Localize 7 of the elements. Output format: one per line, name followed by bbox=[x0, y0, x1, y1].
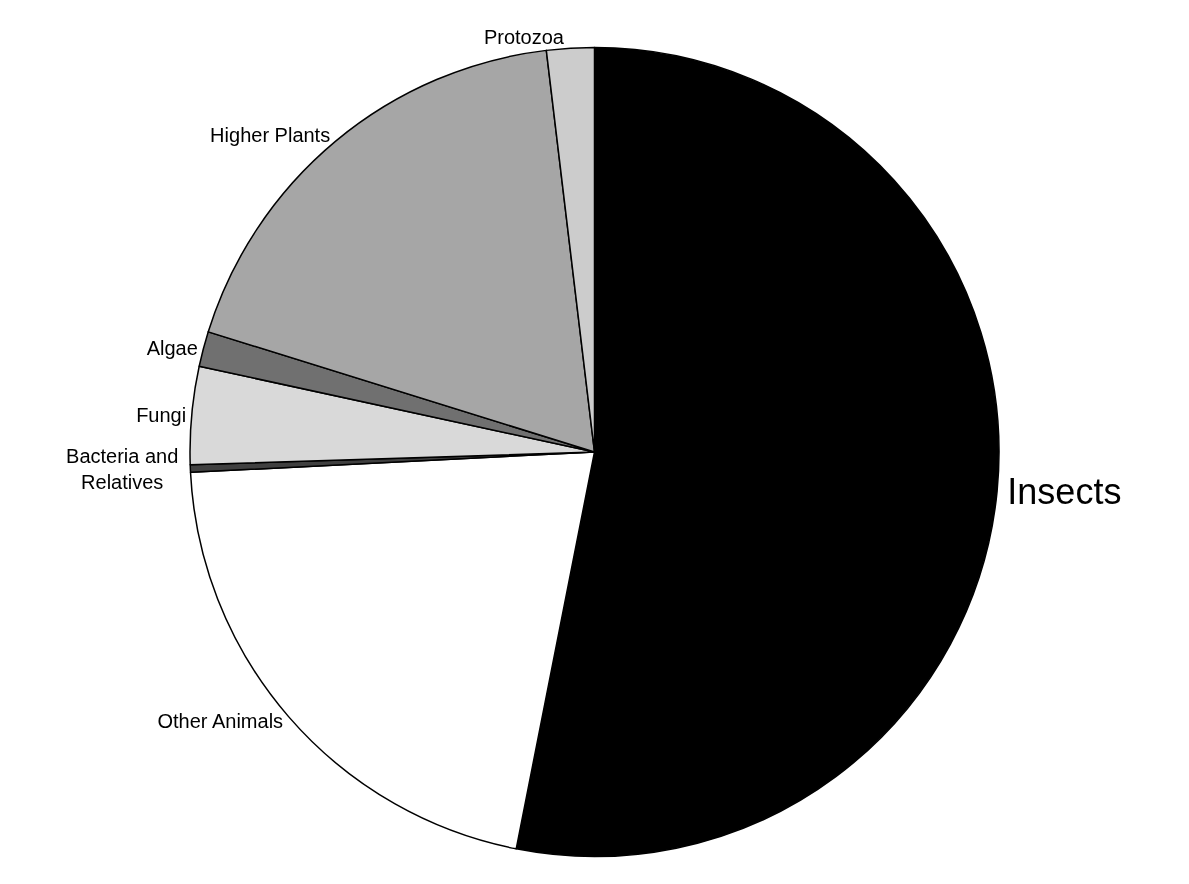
slice-label: Higher Plants bbox=[210, 123, 331, 146]
slice-label: Fungi bbox=[136, 404, 187, 427]
slice-label: Bacteria and Relatives bbox=[66, 444, 179, 493]
slice-label: Insects bbox=[1007, 471, 1122, 513]
slice-label: Algae bbox=[146, 337, 198, 360]
slice-label: Other Animals bbox=[157, 710, 284, 733]
slice-label: Protozoa bbox=[483, 26, 565, 49]
